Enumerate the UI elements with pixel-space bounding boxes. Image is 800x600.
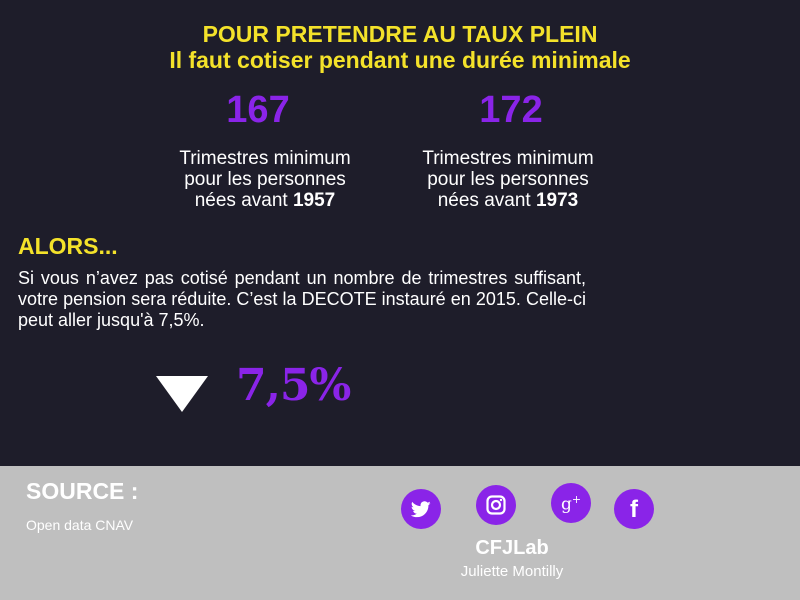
triangle-down-icon bbox=[156, 376, 208, 412]
stat-line: Trimestres minimum bbox=[179, 148, 351, 169]
stat-year: 1957 bbox=[292, 190, 336, 211]
twitter-icon[interactable] bbox=[401, 489, 441, 529]
explanation-paragraph: Si vous n’avez pas cotisé pendant un nom… bbox=[18, 268, 586, 330]
google-plus-glyph: g+ bbox=[561, 491, 581, 514]
page-title: POUR PRETENDRE AU TAUX PLEIN bbox=[202, 21, 598, 47]
stat-line: nées avant 1957 bbox=[155, 190, 375, 211]
stat-number-1973: 172 bbox=[479, 89, 543, 131]
decote-percentage: 7,5% bbox=[236, 360, 351, 411]
twitter-icon-glyph bbox=[411, 500, 431, 517]
google-plus-icon[interactable]: g+ bbox=[551, 483, 591, 523]
stat-line: pour les personnes bbox=[184, 169, 346, 190]
source-label: SOURCE : bbox=[26, 478, 139, 504]
stat-description-1957: Trimestres minimum pour les personnes né… bbox=[155, 148, 375, 211]
main-panel: POUR PRETENDRE AU TAUX PLEIN Il faut cot… bbox=[18, 21, 631, 412]
stat-description-1973: Trimestres minimum pour les personnes né… bbox=[398, 148, 618, 211]
author-name: Juliette Montilly bbox=[460, 563, 564, 580]
stat-line: Trimestres minimum bbox=[422, 148, 594, 169]
brand-name: CFJLab bbox=[475, 537, 549, 559]
footer: SOURCE : Open data CNAV g+ f CFJLab Juli… bbox=[0, 466, 800, 600]
google-plus-g: g bbox=[560, 494, 572, 515]
stat-number-1957: 167 bbox=[226, 89, 290, 131]
source-text: Open data CNAV bbox=[26, 517, 134, 533]
section-heading: ALORS... bbox=[18, 233, 118, 259]
stat-line: pour les personnes bbox=[427, 169, 589, 190]
stat-year: 1973 bbox=[535, 190, 579, 211]
instagram-icon-glyph bbox=[486, 495, 506, 515]
google-plus-plus: + bbox=[571, 492, 582, 506]
facebook-glyph: f bbox=[630, 496, 638, 523]
facebook-icon[interactable]: f bbox=[614, 489, 654, 529]
page-subtitle: Il faut cotiser pendant une durée minima… bbox=[169, 47, 631, 73]
instagram-icon[interactable] bbox=[476, 485, 516, 525]
stat-line-prefix: nées avant bbox=[194, 190, 293, 211]
stat-line: nées avant 1973 bbox=[398, 190, 618, 211]
stat-line-prefix: nées avant bbox=[437, 190, 536, 211]
